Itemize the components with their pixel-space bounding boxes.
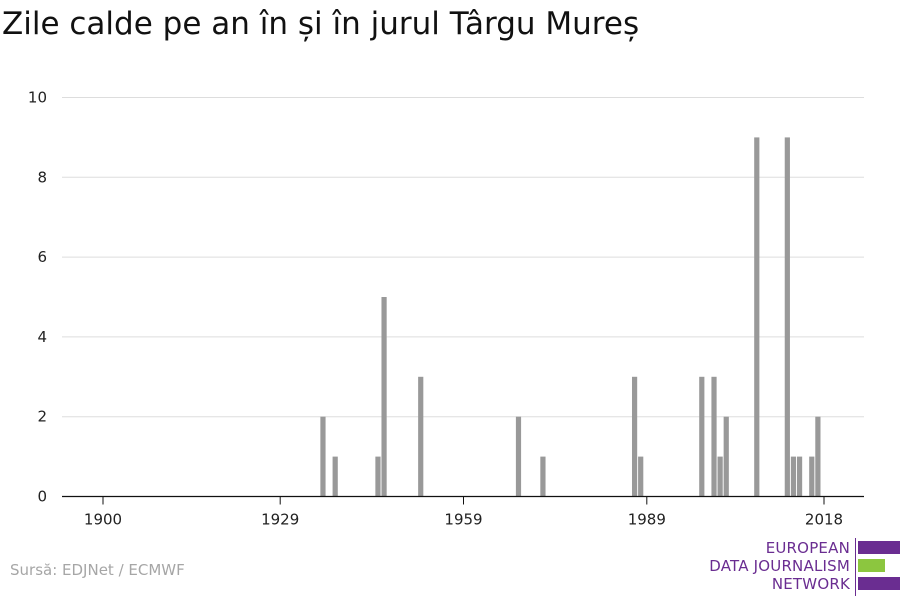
bar: [754, 137, 760, 497]
bar: [790, 456, 797, 497]
x-axis-ticks: 1900 1929 1959 1989 2018: [84, 496, 843, 529]
y-tick-label: 4: [37, 328, 47, 346]
logo-bar-top: [858, 541, 900, 554]
bar: [418, 376, 424, 497]
edjnet-logo: EUROPEAN DATA JOURNALISM NETWORK: [700, 538, 900, 596]
chart-title: Zile calde pe an în și în jurul Târgu Mu…: [2, 6, 640, 42]
bar: [320, 416, 326, 497]
y-tick-label: 0: [37, 488, 47, 506]
bar: [332, 456, 338, 497]
grid-lines: [62, 97, 864, 418]
y-tick-label: 6: [37, 248, 47, 266]
logo-divider: [855, 538, 856, 596]
y-tick-label: 8: [37, 168, 47, 186]
bar: [375, 456, 381, 497]
logo-bar-middle: [858, 559, 885, 572]
bars: [320, 137, 821, 497]
bar: [711, 376, 717, 497]
bar: [717, 456, 723, 497]
x-tick-label: 1900: [84, 511, 122, 529]
bar: [638, 456, 644, 497]
bar: [784, 137, 790, 497]
x-tick-label: 1929: [261, 511, 299, 529]
bar: [515, 416, 522, 497]
bar: [540, 456, 546, 497]
bar: [796, 456, 803, 497]
x-tick-label: 1989: [628, 511, 666, 529]
bar: [631, 376, 638, 497]
y-tick-label: 2: [37, 408, 47, 426]
bar: [809, 456, 815, 497]
logo-text: EUROPEAN DATA JOURNALISM NETWORK: [709, 539, 850, 593]
logo-line-3: NETWORK: [771, 575, 850, 593]
bar-chart: 0 2 4 6 8 10 1900 1929 1959 1989 2018: [28, 89, 864, 529]
source-note: Sursă: EDJNet / ECMWF: [10, 561, 185, 579]
bar: [699, 376, 705, 497]
x-tick-label: 2018: [805, 511, 843, 529]
y-axis-ticks: 0 2 4 6 8 10: [28, 89, 47, 506]
logo-line-2: DATA JOURNALISM: [709, 557, 850, 575]
logo-line-1: EUROPEAN: [765, 539, 850, 557]
y-tick-label: 10: [28, 89, 47, 107]
logo-bar-bottom: [858, 577, 900, 590]
x-tick-label: 1959: [444, 511, 482, 529]
bar: [815, 416, 821, 497]
bar: [381, 297, 387, 497]
bar: [723, 416, 729, 497]
